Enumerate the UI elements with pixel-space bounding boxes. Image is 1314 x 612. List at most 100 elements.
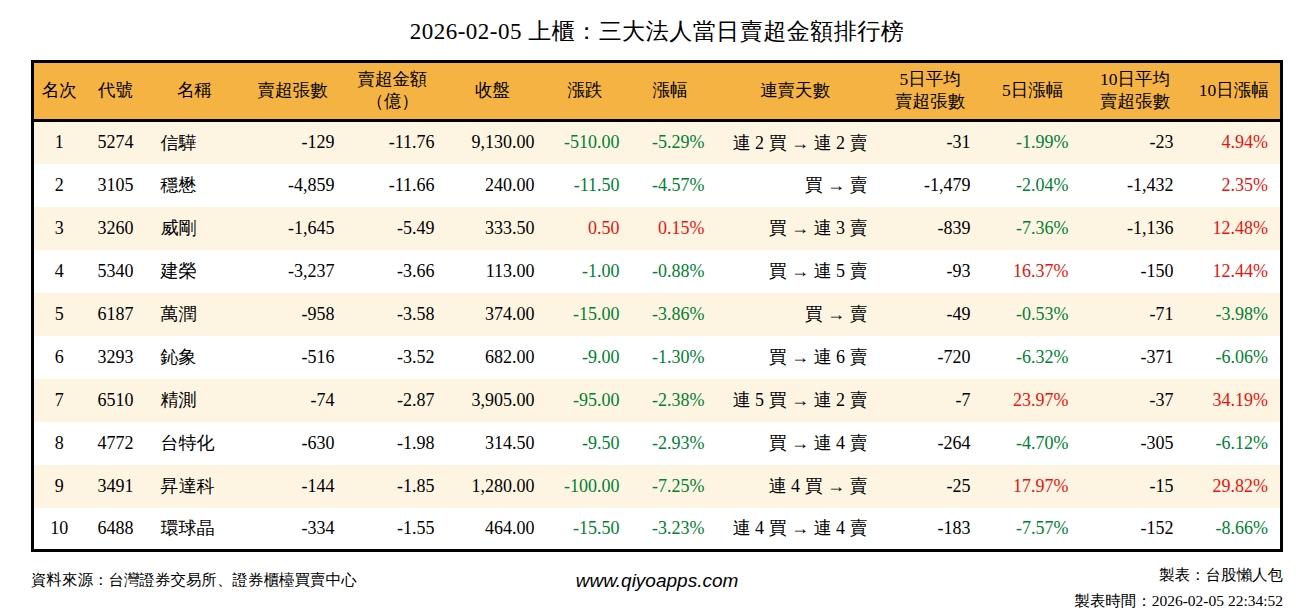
change-pct-cell: -4.57% — [628, 164, 713, 207]
rank-cell: 5 — [33, 293, 85, 336]
pct10-cell: 12.44% — [1188, 250, 1282, 293]
name-cell: 穩懋 — [147, 164, 243, 207]
col-header-net-sell-amount: 賣超金額 （億） — [343, 62, 443, 121]
avg5-lots-cell: -93 — [878, 250, 983, 293]
avg10-lots-cell: -152 — [1083, 508, 1188, 551]
rank-cell: 8 — [33, 422, 85, 465]
table-row: 5 6187 萬潤 -958 -3.58 374.00 -15.00 -3.86… — [33, 293, 1282, 336]
rank-cell: 9 — [33, 465, 85, 508]
name-cell: 精測 — [147, 379, 243, 422]
change-pct-cell: 0.15% — [628, 207, 713, 250]
net-sell-amount-cell: -11.66 — [343, 164, 443, 207]
pct5-cell: -6.32% — [983, 336, 1083, 379]
code-cell: 5274 — [85, 121, 147, 164]
name-cell: 台特化 — [147, 422, 243, 465]
net-sell-amount-cell: -11.76 — [343, 121, 443, 164]
avg10-lots-cell: -15 — [1083, 465, 1188, 508]
code-cell: 6510 — [85, 379, 147, 422]
net-sell-lots-cell: -630 — [243, 422, 343, 465]
streak-cell: 連 5 買 → 連 2 賣 — [713, 379, 878, 422]
pct5-cell: -0.53% — [983, 293, 1083, 336]
net-sell-lots-cell: -144 — [243, 465, 343, 508]
close-cell: 314.50 — [443, 422, 543, 465]
avg10-lots-cell: -150 — [1083, 250, 1188, 293]
col-header-code: 代號 — [85, 62, 147, 121]
change-pct-cell: -3.86% — [628, 293, 713, 336]
pct5-cell: 23.97% — [983, 379, 1083, 422]
change-cell: -510.00 — [543, 121, 628, 164]
change-cell: -100.00 — [543, 465, 628, 508]
code-cell: 6187 — [85, 293, 147, 336]
change-cell: -15.00 — [543, 293, 628, 336]
page-title: 2026-02-05 上櫃：三大法人當日賣超金額排行榜 — [0, 0, 1314, 47]
pct10-cell: -3.98% — [1188, 293, 1282, 336]
close-cell: 240.00 — [443, 164, 543, 207]
pct5-cell: -7.57% — [983, 508, 1083, 551]
table-row: 6 3293 鈊象 -516 -3.52 682.00 -9.00 -1.30%… — [33, 336, 1282, 379]
avg10-lots-cell: -1,432 — [1083, 164, 1188, 207]
generated-time-note: 製表時間：2026-02-05 22:34:52 — [1074, 588, 1283, 612]
table-row: 1 5274 信驊 -129 -11.76 9,130.00 -510.00 -… — [33, 121, 1282, 164]
streak-cell: 連 4 買 → 連 4 賣 — [713, 508, 878, 551]
col-header-streak: 連賣天數 — [713, 62, 878, 121]
header-row: 名次 代號 名稱 賣超張數 賣超金額 （億） 收盤 漲跌 漲幅 連賣天數 5日平… — [33, 62, 1282, 121]
col-header-name: 名稱 — [147, 62, 243, 121]
net-sell-lots-cell: -1,645 — [243, 207, 343, 250]
rank-cell: 4 — [33, 250, 85, 293]
change-cell: -1.00 — [543, 250, 628, 293]
net-sell-amount-cell: -2.87 — [343, 379, 443, 422]
close-cell: 333.50 — [443, 207, 543, 250]
pct10-cell: 4.94% — [1188, 121, 1282, 164]
name-cell: 信驊 — [147, 121, 243, 164]
table-body: 1 5274 信驊 -129 -11.76 9,130.00 -510.00 -… — [33, 121, 1282, 551]
close-cell: 3,905.00 — [443, 379, 543, 422]
avg5-lots-cell: -49 — [878, 293, 983, 336]
close-cell: 9,130.00 — [443, 121, 543, 164]
table-row: 7 6510 精測 -74 -2.87 3,905.00 -95.00 -2.3… — [33, 379, 1282, 422]
net-sell-amount-cell: -1.98 — [343, 422, 443, 465]
rank-cell: 6 — [33, 336, 85, 379]
col-header-avg10-lots: 10日平均 賣超張數 — [1083, 62, 1188, 121]
table-row: 3 3260 威剛 -1,645 -5.49 333.50 0.50 0.15%… — [33, 207, 1282, 250]
avg10-lots-cell: -1,136 — [1083, 207, 1188, 250]
change-cell: -9.00 — [543, 336, 628, 379]
change-pct-cell: -1.30% — [628, 336, 713, 379]
name-cell: 環球晶 — [147, 508, 243, 551]
streak-cell: 買 → 賣 — [713, 293, 878, 336]
code-cell: 3491 — [85, 465, 147, 508]
change-cell: -95.00 — [543, 379, 628, 422]
avg5-lots-cell: -31 — [878, 121, 983, 164]
streak-cell: 買 → 連 4 賣 — [713, 422, 878, 465]
rank-cell: 7 — [33, 379, 85, 422]
rank-cell: 3 — [33, 207, 85, 250]
pct5-cell: -2.04% — [983, 164, 1083, 207]
avg5-lots-cell: -183 — [878, 508, 983, 551]
change-pct-cell: -7.25% — [628, 465, 713, 508]
change-pct-cell: -3.23% — [628, 508, 713, 551]
avg5-lots-cell: -720 — [878, 336, 983, 379]
avg5-lots-cell: -264 — [878, 422, 983, 465]
change-cell: -9.50 — [543, 422, 628, 465]
close-cell: 1,280.00 — [443, 465, 543, 508]
code-cell: 4772 — [85, 422, 147, 465]
avg10-lots-cell: -23 — [1083, 121, 1188, 164]
net-sell-amount-cell: -5.49 — [343, 207, 443, 250]
close-cell: 682.00 — [443, 336, 543, 379]
author-note: 製表：台股懶人包 — [1074, 562, 1283, 588]
net-sell-lots-cell: -129 — [243, 121, 343, 164]
close-cell: 464.00 — [443, 508, 543, 551]
table-row: 2 3105 穩懋 -4,859 -11.66 240.00 -11.50 -4… — [33, 164, 1282, 207]
net-sell-amount-cell: -3.58 — [343, 293, 443, 336]
pct5-cell: -7.36% — [983, 207, 1083, 250]
streak-cell: 連 2 買 → 連 2 賣 — [713, 121, 878, 164]
change-pct-cell: -2.93% — [628, 422, 713, 465]
pct5-cell: 16.37% — [983, 250, 1083, 293]
code-cell: 6488 — [85, 508, 147, 551]
code-cell: 5340 — [85, 250, 147, 293]
net-sell-lots-cell: -334 — [243, 508, 343, 551]
ranking-table: 名次 代號 名稱 賣超張數 賣超金額 （億） 收盤 漲跌 漲幅 連賣天數 5日平… — [31, 60, 1283, 552]
pct10-cell: 29.82% — [1188, 465, 1282, 508]
net-sell-lots-cell: -516 — [243, 336, 343, 379]
net-sell-lots-cell: -3,237 — [243, 250, 343, 293]
pct5-cell: 17.97% — [983, 465, 1083, 508]
